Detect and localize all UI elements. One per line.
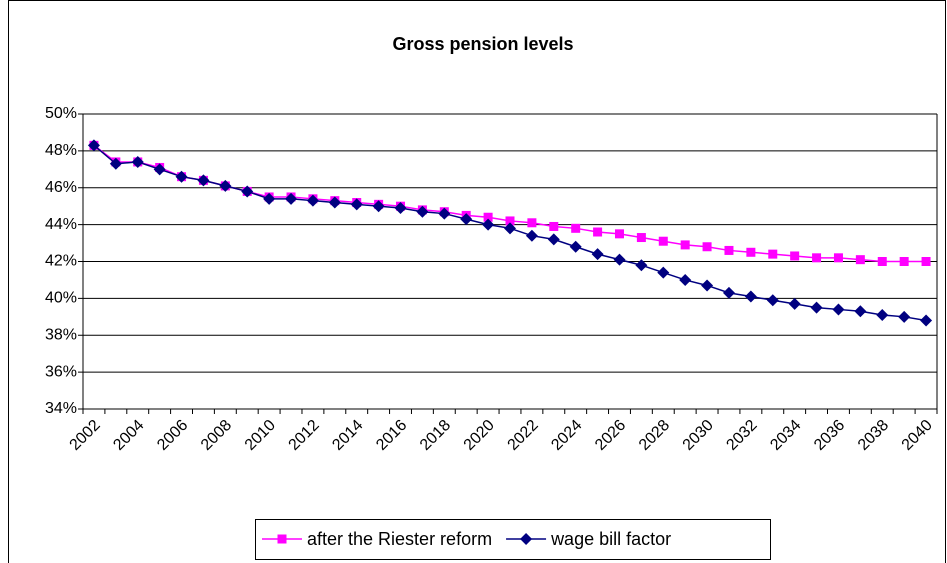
point-marker (219, 179, 232, 192)
legend-label: after the Riester reform (307, 529, 492, 549)
point-marker (701, 279, 714, 292)
point-marker (109, 157, 122, 170)
point-marker (614, 229, 624, 239)
y-tick-label: 50% (45, 105, 77, 122)
point-marker (197, 174, 210, 187)
point-marker (680, 240, 690, 250)
point-marker (306, 194, 319, 207)
y-tick-label: 38% (45, 326, 77, 343)
point-marker (591, 248, 604, 261)
point-marker (372, 200, 385, 213)
point-marker (549, 221, 559, 231)
point-marker (899, 257, 909, 266)
point-marker (263, 192, 276, 205)
point-marker (722, 286, 735, 299)
point-marker (438, 207, 451, 220)
point-marker (854, 305, 867, 318)
point-marker (724, 245, 734, 255)
point-marker (832, 303, 845, 316)
point-marker (569, 240, 582, 253)
point-marker (635, 259, 648, 272)
point-marker (504, 222, 516, 235)
point-marker (483, 212, 493, 222)
point-marker (658, 236, 668, 246)
point-marker (876, 308, 889, 321)
point-marker (460, 213, 473, 226)
y-tick-label: 46% (45, 179, 77, 196)
point-marker (833, 253, 843, 263)
point-marker (153, 163, 166, 176)
point-marker (571, 223, 581, 233)
point-marker (636, 233, 646, 243)
point-marker (679, 273, 692, 286)
point-marker (746, 247, 756, 257)
point-marker (416, 205, 429, 218)
point-marker (482, 218, 495, 231)
point-marker (241, 185, 254, 198)
point-marker (855, 255, 865, 265)
point-marker (131, 155, 144, 168)
point-marker (520, 533, 533, 545)
point-marker (285, 192, 298, 205)
y-tick-label: 40% (45, 290, 77, 307)
point-marker (766, 294, 779, 307)
point-marker (921, 257, 931, 266)
point-marker (525, 229, 538, 242)
point-marker (394, 202, 407, 215)
chart-frame (8, 0, 946, 563)
point-marker (790, 251, 800, 261)
point-marker (277, 534, 287, 544)
point-marker (328, 196, 341, 209)
legend-label: wage bill factor (550, 529, 671, 549)
chart-title: Gross pension levels (392, 34, 573, 54)
point-marker (810, 301, 823, 314)
point-marker (788, 297, 801, 310)
point-marker (744, 290, 757, 303)
y-tick-label: 44% (45, 216, 77, 233)
point-marker (898, 310, 911, 323)
point-marker (613, 253, 626, 266)
point-marker (87, 139, 100, 152)
point-marker (175, 170, 188, 183)
point-marker (350, 198, 363, 211)
point-marker (657, 266, 670, 279)
y-tick-label: 34% (45, 400, 77, 417)
point-marker (593, 227, 603, 237)
y-tick-label: 48% (45, 142, 77, 159)
point-marker (920, 314, 933, 327)
point-marker (877, 257, 887, 266)
point-marker (547, 233, 560, 246)
point-marker (527, 218, 537, 228)
y-tick-label: 42% (45, 253, 77, 270)
y-tick-label: 36% (45, 363, 77, 380)
point-marker (768, 249, 778, 259)
point-marker (812, 253, 822, 263)
point-marker (505, 216, 515, 226)
point-marker (702, 242, 712, 252)
